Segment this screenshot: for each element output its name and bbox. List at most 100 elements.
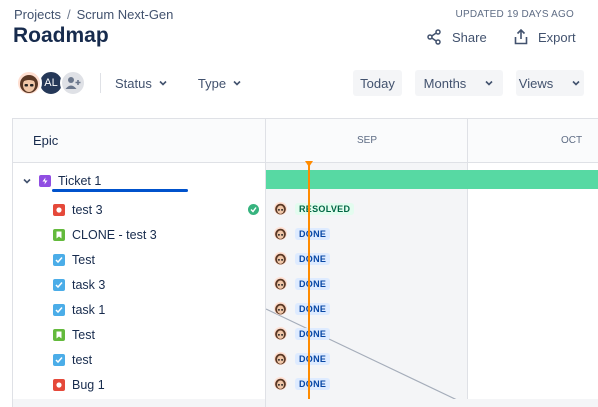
timeline-panel: SEP OCT RESOLVED DONE DONE DONE — [266, 119, 598, 407]
issue-label: task 1 — [72, 302, 106, 317]
export-label: Export — [538, 29, 576, 45]
type-filter[interactable]: Type — [198, 76, 242, 91]
status-lozenge: DONE — [295, 227, 331, 240]
months-label: Months — [423, 75, 467, 91]
breadcrumb: Projects / Scrum Next-Gen — [14, 7, 173, 22]
avatar-face-icon — [275, 253, 286, 265]
status-filter[interactable]: Status — [115, 76, 168, 91]
child-issue-row[interactable]: test — [13, 347, 266, 372]
status-row: DONE — [274, 271, 331, 296]
task-icon — [53, 253, 65, 266]
status-row: DONE — [274, 246, 331, 271]
assignee-avatar — [274, 302, 287, 315]
user-avatar[interactable] — [16, 70, 42, 96]
status-row: DONE — [274, 221, 331, 246]
user-avatar-initials[interactable]: AL — [38, 70, 64, 96]
epic-bar[interactable] — [266, 170, 598, 189]
export-button[interactable]: Export — [514, 26, 576, 48]
assignee-avatar — [274, 202, 287, 215]
share-icon — [427, 29, 441, 45]
avatar-face-icon — [275, 378, 286, 390]
breadcrumb-projects-link[interactable]: Projects — [14, 7, 61, 22]
epic-row[interactable]: Ticket 1 — [13, 168, 266, 194]
divider — [100, 73, 101, 93]
status-row: DONE — [274, 296, 331, 321]
child-issue-row[interactable]: Test — [13, 322, 266, 347]
status-lozenge: RESOLVED — [295, 202, 355, 215]
dependency-line — [266, 308, 474, 407]
month-label-sep: SEP — [357, 135, 378, 146]
child-issue-row[interactable]: Test — [13, 247, 266, 272]
month-divider — [467, 119, 468, 407]
status-filter-label: Status — [115, 75, 152, 91]
task-icon — [53, 278, 65, 291]
share-label: Share — [452, 29, 487, 45]
updated-timestamp: UPDATED 19 DAYS AGO — [455, 9, 574, 20]
status-lozenge: DONE — [295, 302, 331, 315]
timeline-header: SEP OCT — [266, 119, 598, 163]
bug-icon — [53, 378, 65, 391]
story-icon — [53, 228, 65, 241]
child-issue-row[interactable]: CLONE - test 3 — [13, 222, 266, 247]
page-title: Roadmap — [13, 24, 109, 47]
assignee-avatar — [274, 352, 287, 365]
months-dropdown[interactable]: Months — [415, 70, 503, 96]
avatar-face-icon — [275, 303, 286, 315]
task-icon — [53, 303, 65, 316]
chevron-down-icon[interactable] — [19, 176, 35, 186]
issue-label: test — [72, 352, 93, 367]
avatar-face-icon — [20, 75, 38, 93]
issue-label: CLONE - test 3 — [72, 227, 157, 242]
child-issue-row[interactable]: test 3 — [13, 197, 266, 222]
avatar-face-icon — [275, 228, 286, 240]
chevron-down-icon — [159, 80, 167, 86]
share-button[interactable]: Share — [426, 26, 487, 48]
today-line — [308, 165, 310, 407]
epic-progress-fill — [52, 189, 188, 192]
chevron-down-icon — [572, 80, 580, 86]
epic-progress-bar — [52, 189, 188, 192]
status-lozenge: DONE — [295, 252, 331, 265]
avatar-face-icon — [275, 278, 286, 290]
child-issue-row[interactable]: task 3 — [13, 272, 266, 297]
resolved-check-icon — [248, 204, 259, 215]
chevron-down-icon — [233, 80, 241, 86]
roadmap-grid: SEP OCT RESOLVED DONE DONE DONE — [12, 118, 598, 407]
breadcrumb-project-link[interactable]: Scrum Next-Gen — [76, 7, 174, 22]
assignee-avatar — [274, 377, 287, 390]
task-icon — [53, 353, 65, 366]
views-dropdown[interactable]: Views — [516, 70, 584, 96]
epic-column-header: Epic — [13, 119, 265, 163]
new-epic-row — [13, 399, 265, 407]
today-label: Today — [360, 75, 395, 91]
bug-icon — [53, 203, 65, 216]
status-row: DONE — [274, 321, 331, 346]
child-issue-row[interactable]: task 1 — [13, 297, 266, 322]
filter-bar: AL Status Type — [16, 68, 242, 98]
issue-label: task 3 — [72, 277, 106, 292]
type-filter-label: Type — [197, 75, 227, 91]
avatar-face-icon — [275, 328, 286, 340]
assignee-avatar — [274, 252, 287, 265]
issue-label: Test — [72, 327, 95, 342]
epic-label: Ticket 1 — [58, 174, 102, 188]
status-row: DONE — [274, 371, 331, 396]
issue-label: Test — [72, 252, 95, 267]
add-people-icon — [65, 77, 81, 89]
breadcrumb-separator: / — [66, 7, 71, 22]
status-lozenge: DONE — [295, 377, 331, 390]
assignee-avatar — [274, 227, 287, 240]
add-people-button[interactable] — [60, 70, 86, 96]
today-marker — [305, 161, 313, 167]
status-lozenge: DONE — [295, 327, 331, 340]
assignee-avatar — [274, 277, 287, 290]
story-icon — [53, 328, 65, 341]
child-issue-row[interactable]: Bug 1 — [13, 372, 266, 397]
assignee-avatar — [274, 327, 287, 340]
status-row: DONE — [274, 346, 331, 371]
today-button[interactable]: Today — [353, 70, 402, 96]
export-icon — [514, 29, 528, 45]
status-lozenge: DONE — [295, 277, 331, 290]
month-label-oct: OCT — [561, 135, 583, 146]
avatar-face-icon — [275, 353, 286, 365]
